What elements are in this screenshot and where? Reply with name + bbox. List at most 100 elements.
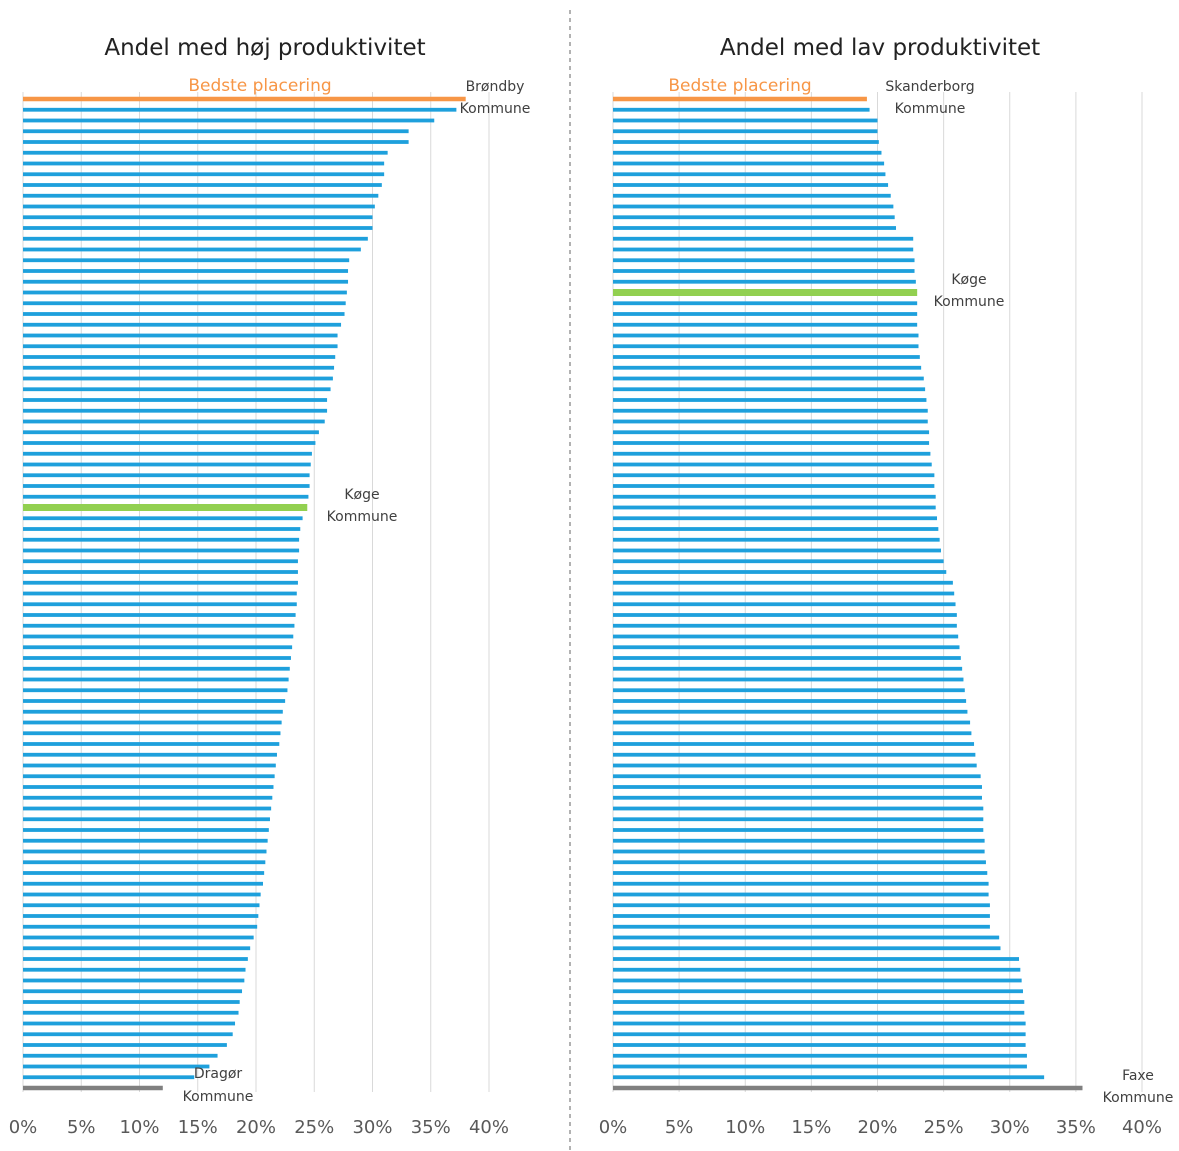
x-tick-label: 15%: [178, 1117, 218, 1138]
bar: [613, 193, 891, 198]
bar: [23, 333, 338, 338]
bar: [23, 204, 375, 209]
bar: [23, 365, 335, 370]
bar: [23, 312, 345, 316]
bar: [23, 989, 243, 994]
bar: [23, 559, 298, 564]
chart-low-productivity: Andel med lav produktivitet Bedste placer…: [599, 35, 1174, 1138]
x-tick-label: 5%: [67, 1117, 96, 1138]
chart-title: Andel med lav produktivitet: [720, 35, 1040, 61]
bar: [23, 398, 328, 402]
bar: [23, 183, 382, 187]
bar: [23, 344, 338, 349]
bar: [613, 645, 960, 650]
bar: [613, 365, 922, 370]
bar: [23, 623, 295, 628]
bar: [613, 623, 957, 628]
bar: [23, 548, 300, 553]
bar: [613, 150, 882, 155]
bar: [23, 462, 311, 467]
bar: [23, 785, 274, 789]
bar: [613, 215, 895, 220]
bar: [613, 860, 986, 865]
bar: [23, 903, 260, 908]
bar: [23, 516, 303, 521]
bar: [23, 752, 277, 757]
bar: [613, 591, 955, 596]
bar: [613, 924, 990, 929]
bar: [613, 419, 928, 424]
bar: [613, 129, 878, 134]
bar: [23, 688, 288, 693]
bar: [613, 258, 915, 263]
bar: [613, 527, 939, 531]
bar: [23, 978, 245, 983]
bar: [613, 946, 1001, 951]
bar: [23, 580, 298, 585]
bar: [613, 398, 927, 402]
bar: [613, 774, 981, 779]
annotation-worst-kommune: Kommune: [183, 1089, 254, 1105]
bar: [23, 849, 267, 854]
bar: [23, 828, 269, 832]
bar: [613, 183, 889, 187]
bar: [613, 451, 931, 456]
bar: [23, 677, 289, 682]
bar: [613, 1064, 1027, 1069]
bar: [613, 914, 990, 918]
bar: [23, 666, 290, 671]
bar: [613, 656, 961, 660]
bar: [613, 537, 940, 542]
bar: [23, 634, 294, 639]
bar: [23, 408, 328, 413]
bar: [23, 1032, 233, 1037]
bar: [613, 559, 944, 564]
x-tick-label: 40%: [1122, 1117, 1162, 1138]
bar: [23, 376, 333, 381]
bar: [23, 301, 346, 306]
bar: [613, 312, 918, 316]
bar: [23, 774, 275, 779]
bar: [613, 408, 928, 413]
bar: [613, 473, 935, 478]
best-placement-label: Bedste placering: [668, 76, 811, 96]
bar: [613, 1043, 1026, 1047]
bar: [613, 752, 976, 757]
bar: [23, 838, 268, 843]
bar: [23, 860, 266, 865]
bar: [23, 451, 312, 456]
x-tick-label: 0%: [599, 1117, 628, 1138]
bar: [23, 967, 246, 972]
x-tick-label: 20%: [857, 1117, 897, 1138]
bar: [613, 709, 968, 714]
bar: [613, 828, 984, 832]
bar: [613, 107, 870, 112]
bar: [23, 742, 280, 746]
bar: [613, 344, 919, 349]
best-placement-label: Bedste placering: [188, 76, 331, 96]
bar: [613, 322, 918, 327]
annotation-koege-kommune: Kommune: [327, 509, 398, 525]
bar: [613, 161, 885, 166]
bar: [23, 1000, 240, 1004]
bar: [23, 484, 310, 488]
bar: [23, 763, 276, 768]
bar: [23, 494, 309, 499]
bar: [613, 484, 935, 488]
bar: [23, 699, 286, 703]
bar: [613, 849, 985, 854]
x-tick-label: 0%: [9, 1117, 38, 1138]
annotation-best-name: Skanderborg: [885, 79, 974, 95]
bar: [23, 215, 373, 220]
bar: [23, 957, 248, 961]
bar: [613, 441, 930, 445]
bar: [613, 118, 878, 123]
bar: [613, 763, 977, 768]
bar: [613, 580, 953, 585]
bar: [23, 107, 457, 112]
bar: [613, 279, 916, 284]
bar: [613, 1032, 1026, 1037]
bar: [613, 494, 936, 499]
bar-koege: [23, 504, 308, 511]
bar: [23, 914, 259, 918]
